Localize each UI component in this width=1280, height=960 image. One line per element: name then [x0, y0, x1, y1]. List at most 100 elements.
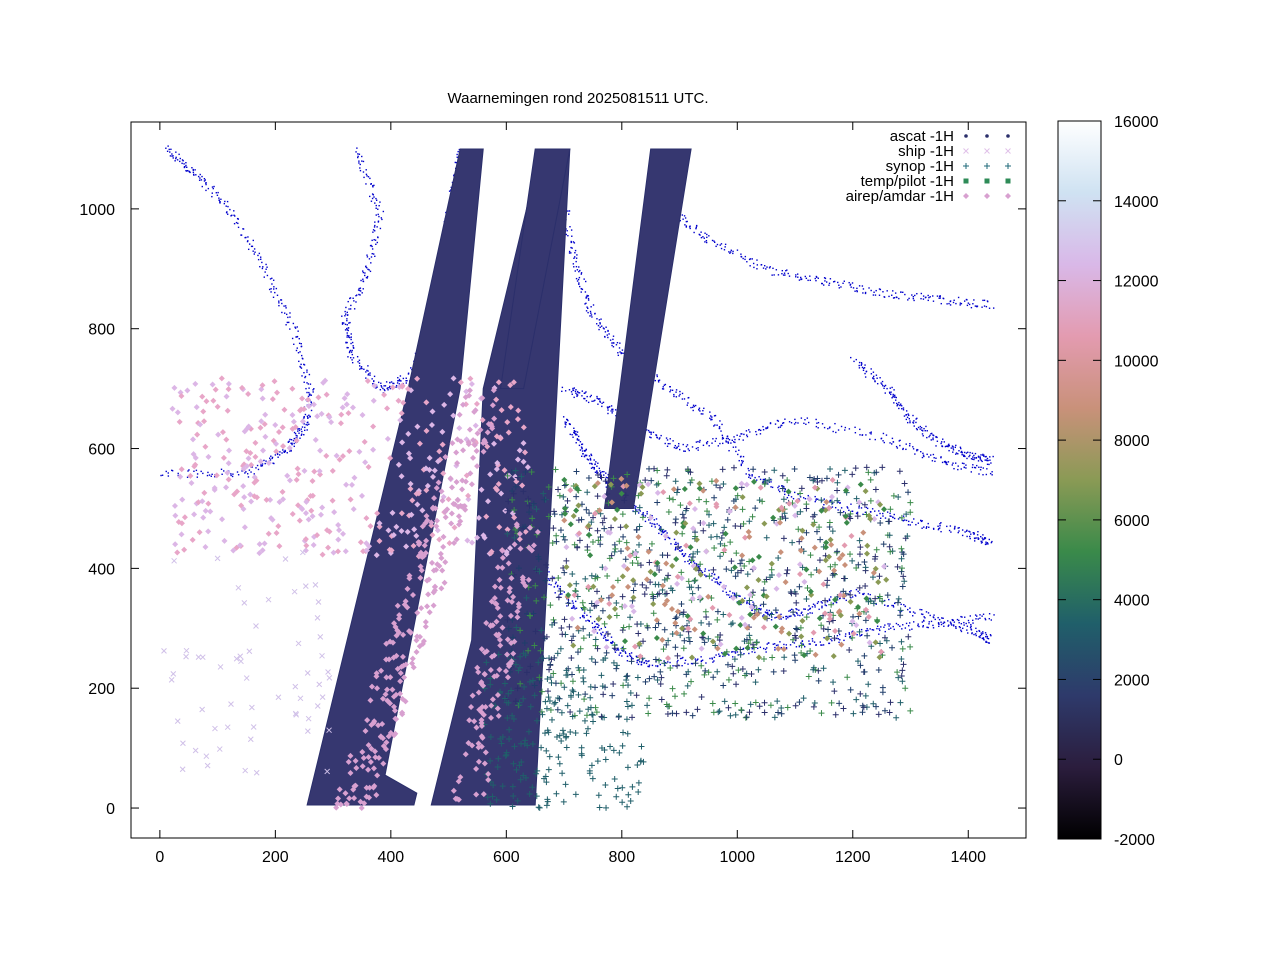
coast-dot	[894, 399, 897, 401]
coast-dot	[955, 627, 957, 629]
synop-marker	[542, 730, 549, 737]
airep-marker	[474, 534, 481, 541]
synop-marker	[619, 784, 626, 791]
coast-dot	[583, 455, 586, 458]
coast-dot	[581, 450, 584, 452]
coast-dot	[295, 336, 297, 338]
synop-marker	[512, 483, 519, 490]
synop-marker	[901, 578, 908, 585]
coast-dot	[732, 656, 734, 658]
coast-dot	[909, 629, 911, 631]
coast-dot	[732, 446, 735, 448]
coast-dot	[981, 541, 983, 543]
synop-marker	[552, 466, 559, 473]
coast-dot	[728, 594, 730, 596]
airep-marker	[416, 440, 423, 447]
coast-dot	[656, 437, 659, 439]
coast-dot	[358, 287, 360, 290]
coast-dot	[367, 176, 370, 178]
coast-dot	[363, 176, 365, 179]
coast-dot	[726, 594, 728, 596]
synop-marker	[520, 772, 527, 779]
airep-marker	[339, 453, 346, 460]
coast-dot	[659, 527, 661, 529]
synop-marker	[502, 752, 509, 759]
synop-marker	[554, 694, 561, 701]
coast-dot	[688, 555, 690, 558]
coast-dot	[271, 457, 273, 460]
plot-area	[160, 145, 995, 812]
coast-dot	[720, 581, 722, 584]
airep-marker	[840, 592, 847, 599]
coast-dot	[303, 417, 305, 419]
synop-marker	[645, 710, 652, 717]
coast-dot	[568, 423, 571, 425]
coast-dot	[978, 473, 980, 475]
ship-marker	[304, 670, 311, 676]
coast-dot	[898, 440, 901, 442]
coast-dot	[211, 473, 213, 476]
airep-marker	[585, 522, 592, 529]
coast-dot	[606, 482, 608, 484]
coast-dot	[905, 418, 908, 421]
airep-marker	[424, 603, 431, 610]
coast-dot	[905, 443, 907, 445]
synop-marker	[536, 568, 543, 575]
coast-dot	[454, 161, 457, 164]
synop-marker	[551, 700, 558, 707]
coast-dot	[780, 646, 783, 649]
airep-marker	[664, 655, 671, 662]
coast-dot	[858, 367, 861, 369]
ship-marker	[292, 683, 299, 690]
synop-marker	[862, 692, 869, 699]
synop-marker	[624, 764, 631, 771]
synop-marker	[506, 726, 513, 733]
synop-marker	[612, 545, 619, 552]
synop-marker	[778, 710, 785, 717]
coast-dot	[618, 654, 620, 656]
coast-dot	[674, 444, 676, 447]
synop-marker	[529, 677, 536, 684]
coast-dot	[759, 478, 762, 481]
coast-dot	[958, 526, 960, 529]
coast-dot	[581, 395, 583, 397]
coast-dot	[987, 637, 990, 640]
coast-dot	[598, 629, 601, 631]
coast-dot	[840, 507, 843, 509]
airep-marker	[365, 766, 372, 773]
coast-dot	[371, 248, 374, 250]
coast-dot	[931, 460, 934, 462]
ship-marker	[242, 767, 249, 774]
synop-marker	[677, 632, 684, 639]
coast-dot	[986, 468, 988, 470]
airep-marker	[638, 490, 645, 497]
airep-marker	[256, 550, 263, 557]
coast-dot	[372, 185, 374, 187]
coast-dot	[973, 633, 975, 636]
coast-dot	[950, 531, 952, 533]
synop-marker	[633, 527, 640, 533]
airep-marker	[602, 565, 609, 572]
coast-dot	[986, 641, 988, 643]
synop-marker	[606, 555, 613, 562]
coast-dot	[293, 437, 296, 440]
airep-marker	[331, 509, 338, 516]
coast-dot	[938, 618, 941, 621]
synop-marker	[605, 594, 612, 601]
airep-marker	[570, 642, 577, 649]
coast-dot	[975, 537, 977, 539]
coast-dot	[857, 590, 859, 593]
airep-marker	[591, 483, 598, 490]
coast-dot	[755, 430, 757, 433]
synop-marker	[875, 666, 882, 673]
coast-dot	[291, 443, 293, 446]
synop-marker	[644, 624, 651, 631]
synop-marker	[886, 709, 893, 716]
coast-dot	[247, 236, 249, 238]
coast-dot	[585, 391, 587, 393]
synop-marker	[716, 637, 723, 644]
synop-marker	[791, 652, 798, 659]
coast-dot	[607, 330, 609, 332]
coast-dot	[583, 397, 585, 400]
synop-marker	[772, 607, 779, 614]
